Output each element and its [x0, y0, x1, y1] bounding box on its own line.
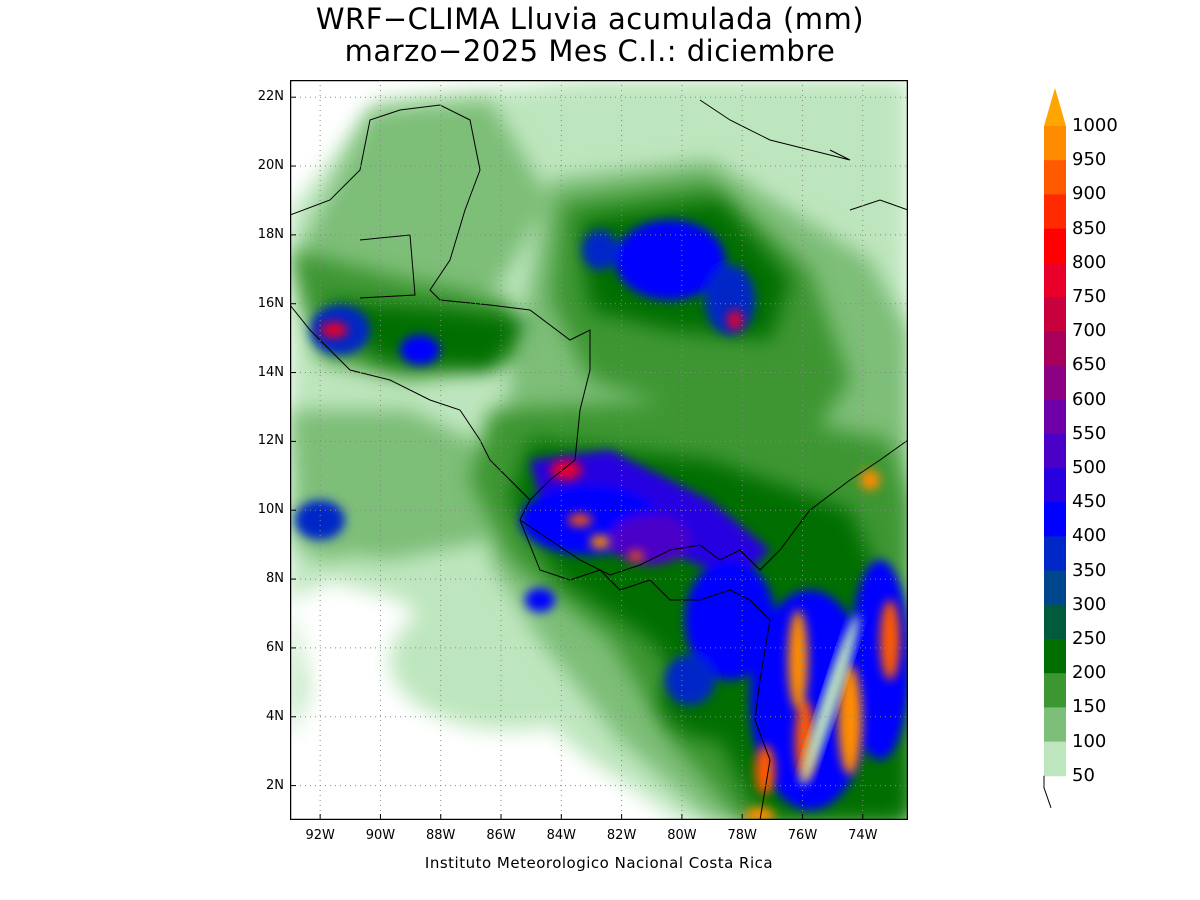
colorbar-level-label: 50 — [1072, 764, 1095, 786]
lat-tick-label: 20N — [257, 158, 284, 174]
colorbar-level-label: 750 — [1072, 286, 1107, 307]
colorbar-level-label: 350 — [1072, 559, 1107, 581]
lon-tick-label: 86W — [486, 828, 516, 843]
lat-tick-label: 18N — [257, 226, 284, 242]
colorbar-swatch — [1044, 673, 1066, 708]
colorbar-level-label: 150 — [1072, 696, 1107, 718]
colorbar-level-label: 1000 — [1072, 115, 1118, 136]
colorbar-swatch — [1044, 262, 1066, 298]
colorbar-swatch — [1044, 399, 1066, 435]
colorbar-swatch — [1044, 536, 1066, 572]
coastlines — [290, 99, 908, 820]
colorbar-swatch — [1044, 570, 1066, 606]
graticule — [290, 80, 908, 820]
colorbar-swatch — [1044, 639, 1066, 674]
lon-tick-label: 80W — [667, 828, 697, 843]
lat-tick-label: 8N — [266, 571, 284, 587]
map-canvas — [290, 80, 908, 820]
colorbar-swatch — [1044, 365, 1066, 401]
colorbar-swatch — [1044, 194, 1066, 230]
lat-tick-label: 6N — [266, 639, 284, 655]
lat-tick-label: 2N — [266, 777, 284, 793]
lon-tick-label: 84W — [546, 828, 577, 843]
lon-tick-label: 76W — [787, 828, 818, 843]
colorbar-level-label: 550 — [1072, 422, 1107, 444]
colorbar-level-label: 200 — [1072, 662, 1107, 684]
colorbar-level-label: 500 — [1072, 457, 1107, 478]
lon-tick-label: 92W — [305, 828, 335, 843]
colorbar-swatch — [1044, 604, 1066, 640]
colorbar-level-label: 450 — [1072, 491, 1107, 513]
lat-tick-label: 12N — [257, 433, 284, 449]
colorbar-swatch — [1044, 468, 1066, 503]
colorbar-swatch — [1044, 126, 1066, 161]
lat-tick-label: 16N — [257, 295, 284, 311]
map-frame — [290, 80, 908, 820]
colorbar-level-label: 950 — [1072, 149, 1107, 171]
colorbar-swatch — [1044, 741, 1066, 777]
colorbar-underflow-end — [1043, 775, 1052, 808]
lon-tick-label: 82W — [606, 828, 637, 843]
colorbar-level-label: 600 — [1072, 388, 1107, 410]
colorbar-level-label: 250 — [1072, 628, 1107, 649]
colorbar-level-label: 800 — [1072, 251, 1107, 273]
lon-tick-label: 74W — [848, 828, 878, 843]
credit-text: Instituto Meteorologico Nacional Costa R… — [424, 854, 774, 872]
lon-tick-label: 88W — [426, 828, 456, 843]
colorbar-overflow-arrow — [1044, 88, 1066, 126]
colorbar-swatch — [1044, 331, 1066, 366]
lon-tick-label: 90W — [365, 828, 396, 843]
colorbar-level-label: 300 — [1072, 593, 1107, 615]
lat-tick-label: 14N — [257, 364, 284, 380]
colorbar-level-label: 700 — [1072, 320, 1107, 342]
colorbar-swatch — [1044, 297, 1066, 332]
chart-subtitle: marzo−2025 Mes C.I.: diciembre — [344, 34, 836, 68]
colorbar-swatch — [1044, 228, 1066, 264]
lat-tick-label: 22N — [257, 89, 284, 105]
colorbar-swatch — [1044, 707, 1066, 743]
chart-title: WRF−CLIMA Lluvia acumulada (mm) — [315, 2, 865, 36]
precip-layer-blue — [295, 220, 908, 810]
colorbar-swatch — [1044, 160, 1066, 195]
colorbar-level-label: 650 — [1072, 354, 1107, 376]
colorbar-level-label: 100 — [1072, 730, 1107, 752]
lat-tick-label: 10N — [257, 502, 284, 518]
colorbar-level-label: 400 — [1072, 525, 1107, 547]
colorbar-level-label: 900 — [1072, 183, 1107, 205]
colorbar-swatch — [1044, 433, 1066, 469]
colorbar — [1043, 88, 1066, 808]
lat-tick-label: 4N — [266, 708, 284, 724]
lon-tick-label: 78W — [727, 828, 757, 843]
colorbar-swatch — [1044, 502, 1066, 537]
colorbar-level-label: 850 — [1072, 217, 1107, 239]
rainfall-map — [290, 80, 908, 820]
